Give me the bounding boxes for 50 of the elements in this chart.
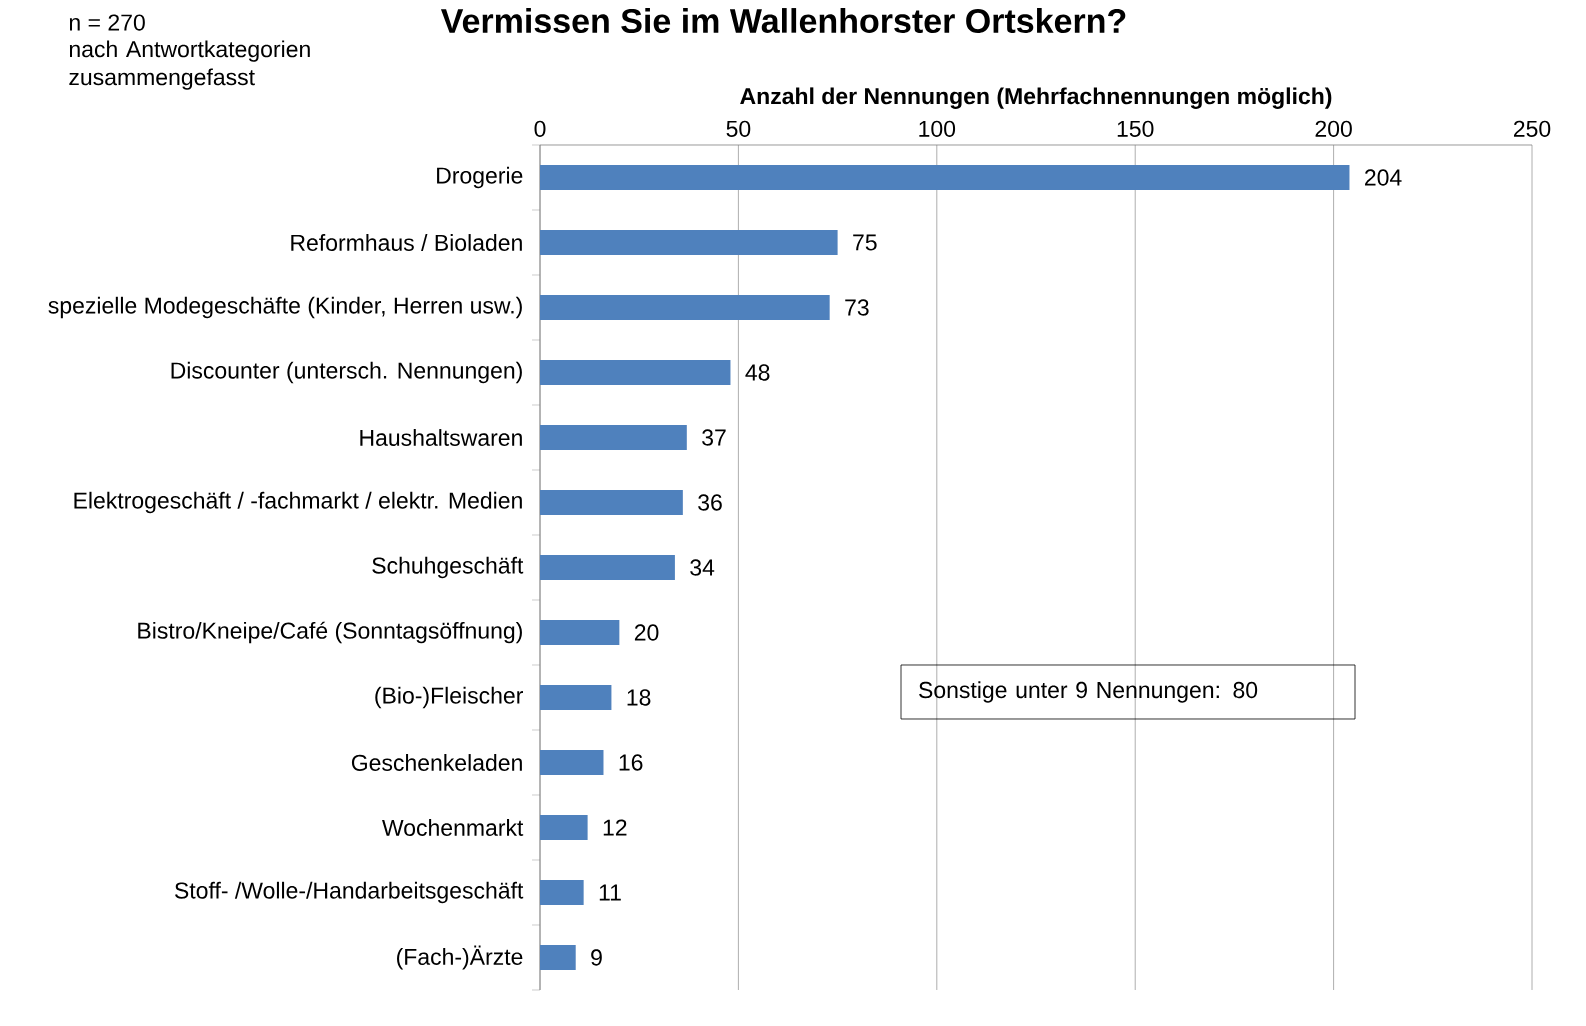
data-label: 36 xyxy=(698,494,722,511)
y-tick-label: spezielle Modegeschäfte (Kinder, Herren usw.) xyxy=(48,296,522,319)
bar xyxy=(540,164,1350,190)
x-tick-label: 250 xyxy=(1513,120,1551,137)
y-tick-label: Stoff- /Wolle-/Handarbeitsgeschäft xyxy=(175,881,524,904)
x-tick-label: 200 xyxy=(1315,120,1352,137)
y-tick-label: Bistro/Kneipe/Café (Sonntagsöffnung) xyxy=(138,621,522,644)
bar xyxy=(540,294,830,320)
y-tick-label: Geschenkeladen xyxy=(351,754,522,771)
text: nach Antwortkategorien zusammengefasst xyxy=(69,40,310,90)
bar xyxy=(540,619,620,645)
y-tick-label: Reformhaus / Bioladen xyxy=(291,234,522,251)
bar xyxy=(540,424,687,450)
data-label: 12 xyxy=(603,819,627,836)
data-label: 204 xyxy=(1365,169,1402,186)
chart-title: Vermissen Sie im Wallenhorster Ortskern? xyxy=(440,8,1126,34)
x-tick-label: 100 xyxy=(919,120,956,137)
data-label: 48 xyxy=(745,364,770,381)
x-tick-label: 0 xyxy=(534,120,546,137)
data-label: 20 xyxy=(634,624,659,641)
y-tick-label: Schuhgeschäft xyxy=(372,556,524,579)
bar xyxy=(540,685,612,710)
bar xyxy=(540,489,683,515)
bar xyxy=(540,880,584,905)
x-axis-title: Anzahl der Nennungen (Mehrfachnennungen möglich) xyxy=(740,87,1332,109)
y-tick-label: Wochenmarkt xyxy=(382,819,524,836)
data-label: 34 xyxy=(690,559,715,576)
y-tick-label: Discounter (untersch. Nennungen) xyxy=(171,361,522,384)
data-label: 37 xyxy=(702,429,726,446)
y-tick-label: Elektrogeschäft / -fachmarkt / elektr. Medien xyxy=(74,491,522,514)
annotation: Sonstige unter 9 Nennungen: 80 xyxy=(919,681,1258,703)
y-tick-label: Haushaltswaren xyxy=(360,429,522,446)
text: n = 270 xyxy=(69,14,145,31)
data-label: 9 xyxy=(591,949,602,966)
y-tick-label: (Fach-)Ärzte xyxy=(397,945,523,970)
bar xyxy=(540,554,675,580)
y-tick-label: Drogerie xyxy=(437,166,523,189)
data-label: 73 xyxy=(845,299,869,316)
data-label: 11 xyxy=(599,884,621,901)
data-label: 18 xyxy=(627,689,651,706)
data-label: 75 xyxy=(853,234,877,251)
bar xyxy=(540,750,604,775)
bar xyxy=(540,945,576,970)
y-tick-label: (Bio-)Fleischer xyxy=(375,686,523,709)
bar xyxy=(540,815,588,840)
x-tick-label: 150 xyxy=(1117,120,1154,137)
bar xyxy=(540,359,731,385)
bar xyxy=(540,229,838,255)
x-tick-label: 50 xyxy=(726,120,751,137)
data-label: 16 xyxy=(619,754,643,771)
